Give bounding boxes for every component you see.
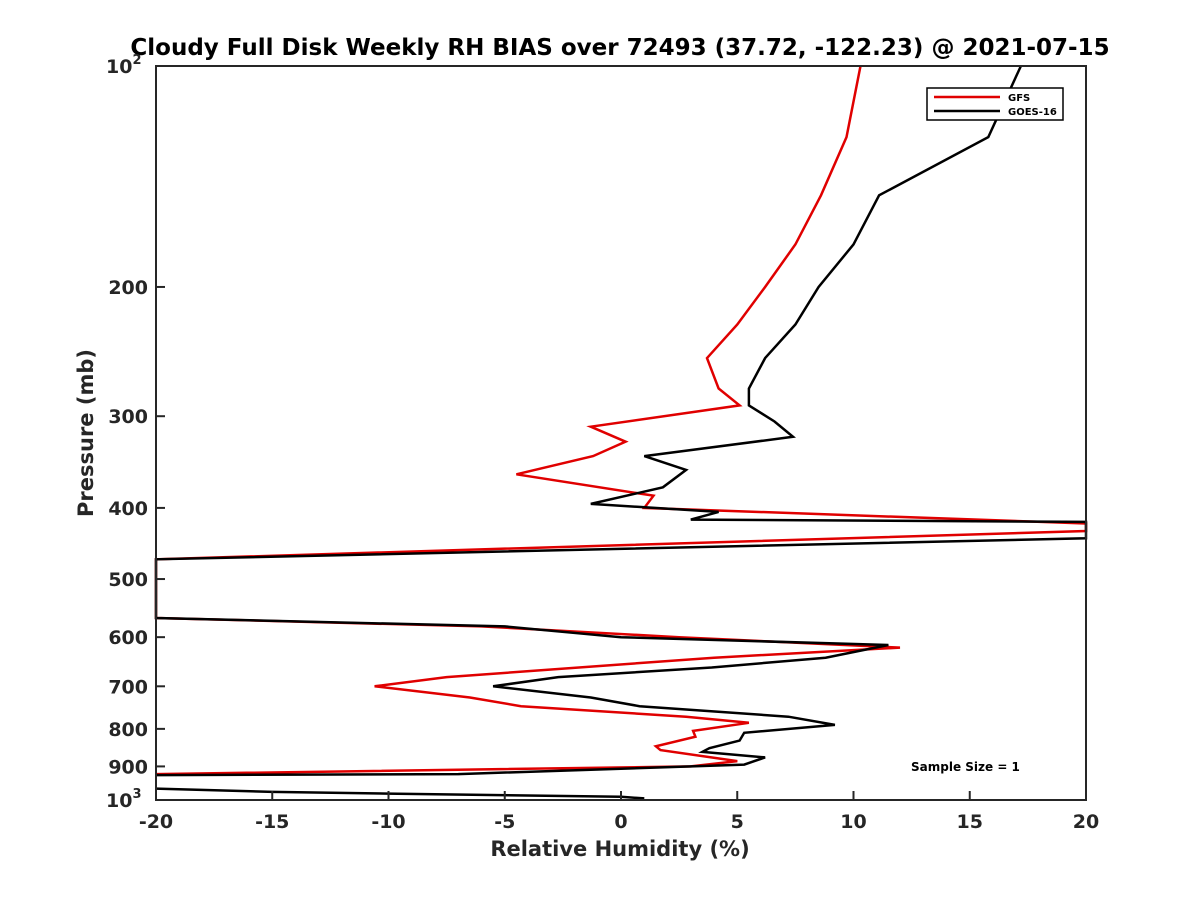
y-tick-label: 900 [108, 756, 148, 778]
series-lines [154, 65, 1088, 800]
y-tick-label: 200 [108, 277, 148, 299]
legend: GFS GOES-16 [926, 87, 1064, 121]
x-axis-label: Relative Humidity (%) [490, 837, 749, 861]
x-tick-label: -20 [139, 811, 173, 833]
series-line-gfs [154, 65, 1088, 776]
x-tick-label: 10 [840, 811, 866, 833]
legend-box [926, 87, 1064, 121]
legend-label-goes16: GOES-16 [1008, 107, 1057, 118]
x-tick-label: -15 [255, 811, 289, 833]
x-tick-label: -5 [494, 811, 515, 833]
chart-title: Cloudy Full Disk Weekly RH BIAS over 724… [130, 35, 1109, 61]
y-tick-label: 600 [108, 627, 148, 649]
y-tick-label: 300 [108, 406, 148, 428]
sample-size-annotation: Sample Size = 1 [911, 760, 1020, 774]
y-tick-label: 102 [106, 53, 142, 78]
y-tick-label: 500 [108, 569, 148, 591]
x-tick-label: 0 [614, 811, 627, 833]
x-axis-ticks: -20 -15 -10 -5 0 5 10 15 20 [139, 791, 1099, 833]
x-tick-label: 15 [957, 811, 983, 833]
y-tick-label: 400 [108, 498, 148, 520]
y-tick-label: 700 [108, 676, 148, 698]
legend-label-gfs: GFS [1008, 93, 1030, 104]
axes-frame [155, 65, 1087, 801]
series-line-extra-2 [155, 787, 645, 800]
y-tick-label: 800 [108, 719, 148, 741]
series-line-goes-16 [154, 65, 1088, 777]
x-tick-label: 20 [1073, 811, 1099, 833]
x-tick-label: 5 [731, 811, 744, 833]
y-axis-ticks: 102 200 300 400 500 600 700 800 900 103 [106, 53, 165, 812]
y-tick-label: 103 [106, 787, 142, 812]
y-axis-label: Pressure (mb) [74, 349, 98, 517]
x-tick-label: -10 [371, 811, 405, 833]
